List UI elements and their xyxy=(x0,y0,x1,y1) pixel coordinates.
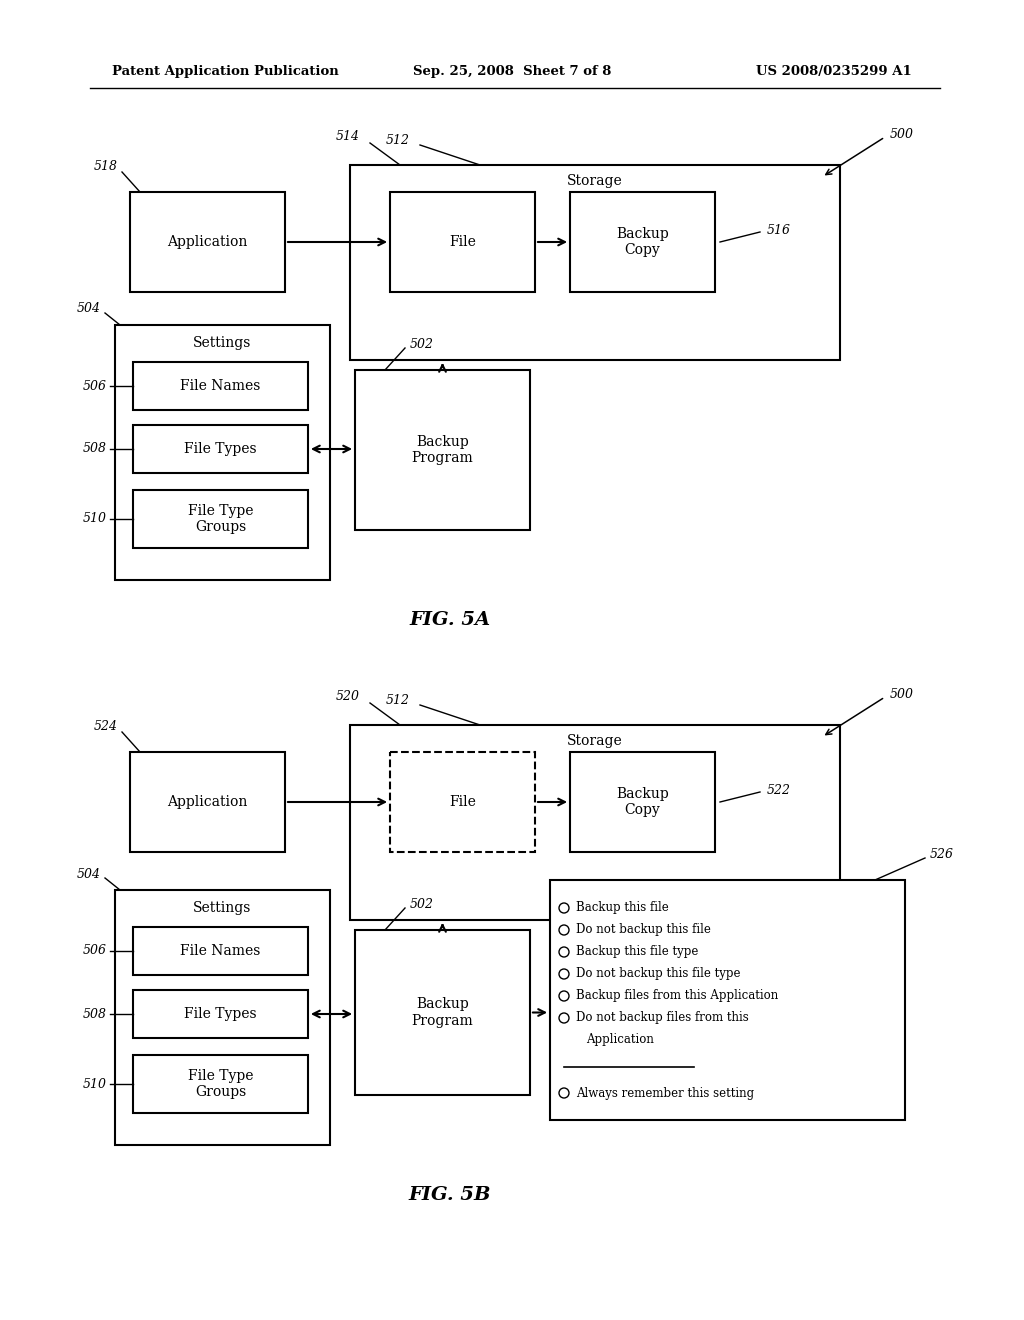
Bar xyxy=(115,325,330,579)
Text: Backup
Copy: Backup Copy xyxy=(616,787,669,817)
Text: Storage: Storage xyxy=(567,174,623,187)
Bar xyxy=(133,927,308,975)
Bar xyxy=(570,191,715,292)
Text: 520: 520 xyxy=(336,690,360,704)
Text: 508: 508 xyxy=(83,1007,106,1020)
Bar xyxy=(570,752,715,851)
Text: 522: 522 xyxy=(767,784,791,796)
Text: Do not backup this file: Do not backup this file xyxy=(575,924,711,936)
Text: Application: Application xyxy=(167,795,248,809)
Text: Backup this file type: Backup this file type xyxy=(575,945,698,958)
Bar xyxy=(133,1055,308,1113)
Text: File Names: File Names xyxy=(180,944,261,958)
Text: File: File xyxy=(450,795,476,809)
Text: Application: Application xyxy=(167,235,248,249)
Text: 506: 506 xyxy=(83,380,106,392)
Bar xyxy=(133,362,308,411)
Text: File Types: File Types xyxy=(184,1007,257,1020)
Text: Settings: Settings xyxy=(194,902,252,915)
Bar xyxy=(350,725,840,920)
Text: 516: 516 xyxy=(767,223,791,236)
Text: Backup files from this Application: Backup files from this Application xyxy=(575,990,778,1002)
Text: 506: 506 xyxy=(83,945,106,957)
Bar xyxy=(130,752,285,851)
Bar xyxy=(355,370,530,531)
Text: Application: Application xyxy=(586,1034,654,1047)
Text: 502: 502 xyxy=(410,898,434,911)
Bar xyxy=(355,931,530,1096)
Bar xyxy=(115,890,330,1144)
Text: Settings: Settings xyxy=(194,337,252,350)
Text: FIG. 5B: FIG. 5B xyxy=(409,1185,492,1204)
Bar xyxy=(130,191,285,292)
Text: Do not backup this file type: Do not backup this file type xyxy=(575,968,740,981)
Text: US 2008/0235299 A1: US 2008/0235299 A1 xyxy=(757,66,912,78)
Text: FIG. 5A: FIG. 5A xyxy=(410,611,490,630)
Text: 504: 504 xyxy=(77,302,101,315)
Text: Backup
Program: Backup Program xyxy=(412,434,473,465)
Bar xyxy=(350,165,840,360)
Bar xyxy=(133,990,308,1038)
Bar xyxy=(133,425,308,473)
Text: 518: 518 xyxy=(94,160,118,173)
Text: Patent Application Publication: Patent Application Publication xyxy=(112,66,339,78)
Text: File Types: File Types xyxy=(184,442,257,455)
Text: Backup
Program: Backup Program xyxy=(412,998,473,1027)
Text: 508: 508 xyxy=(83,442,106,455)
Text: Backup
Copy: Backup Copy xyxy=(616,227,669,257)
Text: Do not backup files from this: Do not backup files from this xyxy=(575,1011,749,1024)
Text: Always remember this setting: Always remember this setting xyxy=(575,1086,754,1100)
Text: Sep. 25, 2008  Sheet 7 of 8: Sep. 25, 2008 Sheet 7 of 8 xyxy=(413,66,611,78)
Text: 500: 500 xyxy=(890,689,914,701)
Bar xyxy=(133,490,308,548)
Text: 502: 502 xyxy=(410,338,434,351)
Bar xyxy=(390,191,535,292)
Text: 512: 512 xyxy=(386,693,410,706)
Text: Backup this file: Backup this file xyxy=(575,902,669,915)
Text: File Type
Groups: File Type Groups xyxy=(187,1069,253,1100)
Text: 524: 524 xyxy=(94,719,118,733)
Text: 500: 500 xyxy=(890,128,914,141)
Bar xyxy=(550,880,905,1119)
Text: File: File xyxy=(450,235,476,249)
Text: File Names: File Names xyxy=(180,379,261,393)
Text: 510: 510 xyxy=(83,512,106,525)
Text: 514: 514 xyxy=(336,131,360,144)
Text: 504: 504 xyxy=(77,867,101,880)
Text: 526: 526 xyxy=(930,847,954,861)
Text: 512: 512 xyxy=(386,133,410,147)
Text: 510: 510 xyxy=(83,1077,106,1090)
Bar xyxy=(390,752,535,851)
Text: Storage: Storage xyxy=(567,734,623,748)
Text: File Type
Groups: File Type Groups xyxy=(187,504,253,535)
